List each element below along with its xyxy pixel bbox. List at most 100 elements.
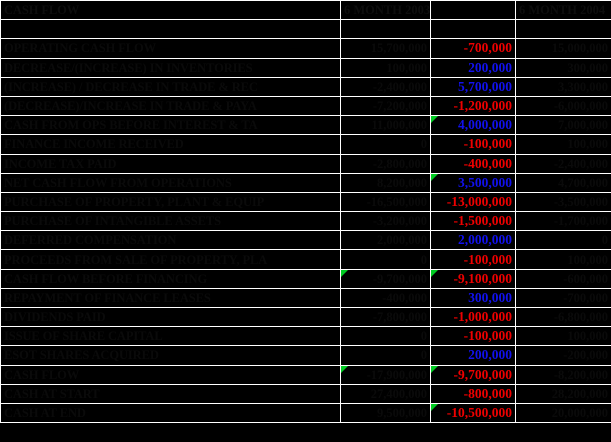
cell-label[interactable]: OPERATING CASH FLOW — [0, 38, 341, 59]
cell-2003[interactable] — [340, 19, 431, 40]
cell-2004[interactable]: 28,200,000 — [515, 383, 611, 404]
cell-label[interactable]: CASH AT START — [0, 383, 341, 404]
table-row[interactable]: PROCEEDS FROM SALE OF PROPERTY, PLA 0 -100… — [0, 249, 611, 270]
cell-variance[interactable]: -13,000,000 — [430, 191, 516, 213]
cell-2004[interactable]: 300,000 — [515, 57, 611, 78]
cell-variance[interactable]: 2,000,000 — [430, 230, 516, 251]
cell-label[interactable] — [0, 19, 341, 40]
cell-variance[interactable]: 4,000,000 — [430, 115, 516, 136]
table-row[interactable]: (INCREASE) / DECREASE IN TRADE & REC -2,4… — [0, 76, 611, 97]
header-cell-label[interactable]: CASH FLOW — [0, 0, 341, 21]
cell-2004[interactable]: 100,000 — [515, 134, 611, 155]
cell-label[interactable]: CASH FLOW — [0, 364, 341, 385]
cell-2004[interactable]: -1,700,000 — [515, 211, 611, 232]
cell-2004[interactable]: 7,000,000 — [515, 115, 611, 136]
cell-2004[interactable]: 15,000,000 — [515, 38, 611, 59]
cell-label[interactable]: DECREASE/(INCREASE) IN INVENTORIES — [0, 57, 341, 78]
cell-variance[interactable]: -400,000 — [430, 153, 516, 174]
table-row[interactable]: CASH FLOW -17,900,000 -9,700,000 -8,200,000 — [0, 364, 611, 385]
table-row[interactable]: CASH FROM OPS BEFORE INTEREST & TA 11,000… — [0, 115, 611, 136]
cell-label[interactable]: NET CASH FLOW FROM OPERATIONS — [0, 172, 341, 193]
cell-2003[interactable]: 2,000,000 — [340, 230, 431, 251]
cell-label[interactable]: PROCEEDS FROM SALE OF PROPERTY, PLA — [0, 249, 341, 270]
cell-2004[interactable]: -6,000,000 — [515, 95, 611, 117]
cell-2004[interactable]: -600,000 — [515, 268, 611, 289]
cell-2004[interactable] — [515, 19, 611, 40]
table-row[interactable]: NET CASH FLOW FROM OPERATIONS 8,200,000 3,… — [0, 172, 611, 193]
header-cell-2003[interactable]: 6 MONTH 2003 — [340, 0, 431, 21]
cell-variance[interactable]: 200,000 — [430, 57, 516, 78]
table-row[interactable]: PURCHASE OF PROPERTY, PLANT & EQUIP -16,5… — [0, 191, 611, 213]
cell-2003[interactable]: -16,500,000 — [340, 191, 431, 213]
cell-2004[interactable]: 0 — [515, 230, 611, 251]
cell-variance[interactable]: -10,500,000 — [430, 402, 516, 424]
table-row[interactable]: (DECREASE)/INCREASE IN TRADE & PAYA -7,20… — [0, 95, 611, 117]
cell-2003[interactable]: 0 — [340, 134, 431, 155]
cell-2003[interactable]: -7,200,000 — [340, 95, 431, 117]
table-row[interactable]: ESOT SHARES ACQUIRED 0 200,000 -200,000 — [0, 345, 611, 366]
cell-2003[interactable]: -2,400,000 — [340, 76, 431, 97]
table-row[interactable]: OPERATING CASH FLOW 15,700,000 -700,000 15,… — [0, 38, 611, 59]
cell-label[interactable]: ISSUE OF SHARE CAPITAL — [0, 326, 341, 347]
cell-2003[interactable]: -17,900,000 — [340, 364, 431, 385]
cell-variance[interactable]: -9,100,000 — [430, 268, 516, 289]
cell-2003[interactable]: 27,400,000 — [340, 383, 431, 404]
cell-2004[interactable]: -200,000 — [515, 345, 611, 366]
cell-label[interactable]: (INCREASE) / DECREASE IN TRADE & REC — [0, 76, 341, 97]
table-row[interactable]: DIVIDENDS PAID -7,800,000 -1,000,000 -6,800… — [0, 306, 611, 328]
table-row[interactable]: PURCHASE OF INTANGIBLE ASSETS -3,200,000-… — [0, 211, 611, 232]
cell-variance[interactable]: -1,500,000 — [430, 211, 516, 232]
cell-2003[interactable]: 9,500,000 — [340, 402, 431, 424]
cell-variance[interactable]: 300,000 — [430, 287, 516, 309]
cell-2003[interactable]: 8,200,000 — [340, 172, 431, 193]
cell-2003[interactable]: -3,200,000 — [340, 211, 431, 232]
cell-variance[interactable]: -100,000 — [430, 249, 516, 270]
cell-label[interactable]: DIVIDENDS PAID — [0, 306, 341, 328]
table-row[interactable]: CASH FLOW BEFORE FINANCING -9,700,000 -9,1… — [0, 268, 611, 289]
header-cell-2004[interactable]: 6 MONTH 2004 — [515, 0, 611, 21]
cell-2003[interactable]: -400,000 — [340, 287, 431, 309]
header-cell-variance[interactable] — [430, 0, 516, 21]
cell-2003[interactable]: 11,000,000 — [340, 115, 431, 136]
cell-variance[interactable]: -100,000 — [430, 326, 516, 347]
table-row[interactable]: FINANCE INCOME RECEIVED 0 -100,000 100,000 — [0, 134, 611, 155]
cell-label[interactable]: INCOME TAX PAID — [0, 153, 341, 174]
table-row[interactable]: INCOME TAX PAID -2,800,000 -400,000 -2,400,… — [0, 153, 611, 174]
table-row[interactable]: CASH AT END 9,500,000 -10,500,000 20,000,00… — [0, 402, 611, 424]
cell-variance[interactable]: -1,000,000 — [430, 306, 516, 328]
cell-2004[interactable]: 100,000 — [515, 249, 611, 270]
cell-variance[interactable] — [430, 19, 516, 40]
cell-variance[interactable]: 5,700,000 — [430, 76, 516, 97]
cell-2003[interactable]: -9,700,000 — [340, 268, 431, 289]
cell-2004[interactable]: 20,000,000 — [515, 402, 611, 424]
cell-label[interactable]: PURCHASE OF PROPERTY, PLANT & EQUIP — [0, 191, 341, 213]
table-row[interactable] — [0, 19, 611, 40]
cell-variance[interactable]: -700,000 — [430, 38, 516, 59]
cell-2003[interactable]: 0 — [340, 326, 431, 347]
table-row[interactable]: CASH AT START 27,400,000 -800,000 28,200,00… — [0, 383, 611, 404]
cell-variance[interactable]: -800,000 — [430, 383, 516, 404]
cell-2003[interactable]: 0 — [340, 249, 431, 270]
cell-variance[interactable]: -100,000 — [430, 134, 516, 155]
cell-variance[interactable]: 3,500,000 — [430, 172, 516, 193]
cell-2004[interactable]: -2,400,000 — [515, 153, 611, 174]
cell-2004[interactable]: -700,000 — [515, 287, 611, 309]
table-row[interactable]: DECREASE/(INCREASE) IN INVENTORIES 100,00… — [0, 57, 611, 78]
cell-label[interactable]: FINANCE INCOME RECEIVED — [0, 134, 341, 155]
table-row[interactable]: ISSUE OF SHARE CAPITAL 0 -100,000 100,000 — [0, 326, 611, 347]
cell-variance[interactable]: -9,700,000 — [430, 364, 516, 385]
cell-label[interactable]: ESOT SHARES ACQUIRED — [0, 345, 341, 366]
table-row[interactable]: DEFERRED COMPENSATION 2,000,000 2,000,000 0 — [0, 230, 611, 251]
cell-2004[interactable]: 3,300,000 — [515, 76, 611, 97]
cell-label[interactable]: REPAYMENT OF FINANCE LEASES — [0, 287, 341, 309]
cell-label[interactable]: CASH FLOW BEFORE FINANCING — [0, 268, 341, 289]
table-row[interactable]: REPAYMENT OF FINANCE LEASES -400,000 300,0… — [0, 287, 611, 309]
cell-label[interactable]: PURCHASE OF INTANGIBLE ASSETS — [0, 211, 341, 232]
cell-variance[interactable]: 200,000 — [430, 345, 516, 366]
cell-2004[interactable]: -6,800,000 — [515, 306, 611, 328]
cell-label[interactable]: CASH AT END — [0, 402, 341, 424]
cash-flow-table[interactable]: CASH FLOW 6 MONTH 2003 6 MONTH 2004 OPER… — [0, 0, 611, 424]
cell-variance[interactable]: -1,200,000 — [430, 95, 516, 117]
cell-2003[interactable]: 0 — [340, 345, 431, 366]
